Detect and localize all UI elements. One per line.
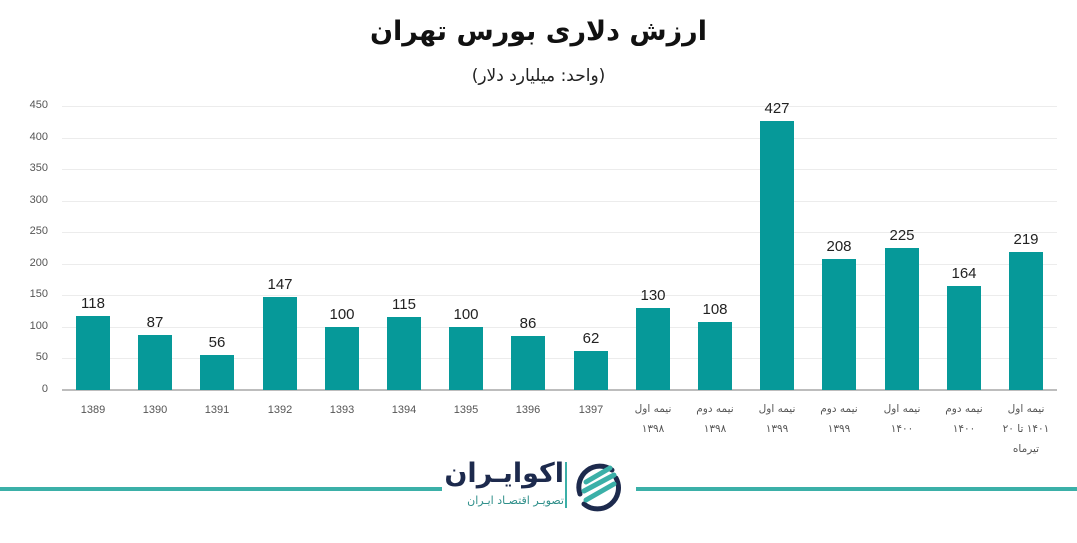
bar-value-label: 147 — [267, 276, 293, 293]
bar-value-label: 100 — [329, 306, 355, 323]
brand-name: اکوایـران — [444, 458, 564, 489]
x-axis-category-label: 1395 — [453, 404, 479, 416]
bar — [325, 327, 359, 390]
x-axis-category-label: 1392 — [267, 404, 293, 416]
footer-line-right — [636, 487, 1077, 491]
bar-value-label: 118 — [81, 295, 105, 312]
bar — [760, 121, 794, 390]
bar — [574, 351, 608, 390]
gridline — [62, 232, 1057, 233]
brand-logo: اکوایـران تصویـر اقتصـاد ایـران — [444, 458, 630, 514]
y-axis-tick: 100 — [29, 320, 48, 332]
chart-subtitle: (واحد: میلیارد دلار) — [471, 66, 606, 86]
bar — [885, 248, 919, 390]
y-axis-tick: 450 — [29, 99, 48, 111]
y-axis-tick: 300 — [29, 194, 48, 206]
bar — [138, 335, 172, 390]
x-axis-category-label: 1394 — [391, 404, 417, 416]
bar-value-label: 86 — [519, 315, 537, 332]
x-axis-category-label: 1389 — [80, 404, 106, 416]
y-axis-tick: 50 — [35, 351, 48, 363]
footer-line-left — [0, 487, 442, 491]
bar — [200, 355, 234, 390]
x-axis-category-label: 1393 — [329, 404, 355, 416]
bar-value-label: 100 — [453, 306, 479, 323]
bar-value-label: 427 — [764, 100, 790, 117]
bar-value-label: 87 — [146, 314, 164, 331]
gridline — [62, 138, 1057, 139]
y-axis-tick: 350 — [29, 162, 48, 174]
gridline — [62, 295, 1057, 296]
brand-tagline: تصویـر اقتصـاد ایـران — [467, 494, 564, 507]
bar — [511, 336, 545, 390]
bar-value-label: 108 — [702, 301, 728, 318]
chart-title: ارزش دلاری بورس تهران — [370, 16, 707, 47]
brand-mark-icon — [576, 463, 621, 512]
bar-value-label: 208 — [826, 238, 852, 255]
bar — [1009, 252, 1043, 390]
x-axis-category-label: نیمه دوم ۱۳۹۸ — [696, 403, 734, 435]
gridline — [62, 327, 1057, 328]
bar — [263, 297, 297, 390]
bar — [636, 308, 670, 390]
gridline — [62, 106, 1057, 107]
gridline — [62, 169, 1057, 170]
x-axis-category-label: 1391 — [204, 404, 230, 416]
bar-value-label: 219 — [1013, 231, 1039, 248]
x-axis-category-label: نیمه اول ۱۳۹۹ — [758, 403, 796, 435]
bar — [387, 317, 421, 390]
bar-value-label: 225 — [889, 227, 915, 244]
x-axis-category-label: نیمه دوم ۱۳۹۹ — [820, 403, 858, 435]
x-axis-category-label: نیمه اول ۱۴۰۰ — [883, 403, 921, 435]
y-axis-tick: 200 — [29, 257, 48, 269]
bar — [822, 259, 856, 390]
y-axis-tick: 0 — [41, 383, 48, 395]
x-axis-category-label: 1396 — [515, 404, 541, 416]
bar — [76, 316, 110, 390]
gridline — [62, 201, 1057, 202]
bar — [947, 286, 981, 390]
bar — [698, 322, 732, 390]
x-axis-category-label: 1397 — [578, 404, 604, 416]
x-axis-line — [62, 389, 1057, 391]
x-axis-category-label: نیمه اول ۱۳۹۸ — [634, 403, 672, 435]
bar-value-label: 115 — [392, 296, 416, 313]
x-axis-category-label: نیمه اول ۱۴۰۱ تا ۲۰ تیرماه — [1002, 403, 1050, 455]
gridline — [62, 358, 1057, 359]
bar-value-label: 130 — [640, 287, 666, 304]
x-axis-category-label: 1390 — [142, 404, 168, 416]
bar-value-label: 56 — [208, 334, 226, 351]
y-axis-tick: 250 — [29, 225, 48, 237]
bar — [449, 327, 483, 390]
y-axis-tick: 400 — [29, 131, 48, 143]
bar-value-label: 62 — [582, 330, 600, 347]
logo-divider — [565, 462, 567, 508]
gridline — [62, 264, 1057, 265]
y-axis-tick: 150 — [29, 288, 48, 300]
x-axis-category-label: نیمه دوم ۱۴۰۰ — [945, 403, 983, 435]
bar-value-label: 164 — [951, 265, 977, 282]
